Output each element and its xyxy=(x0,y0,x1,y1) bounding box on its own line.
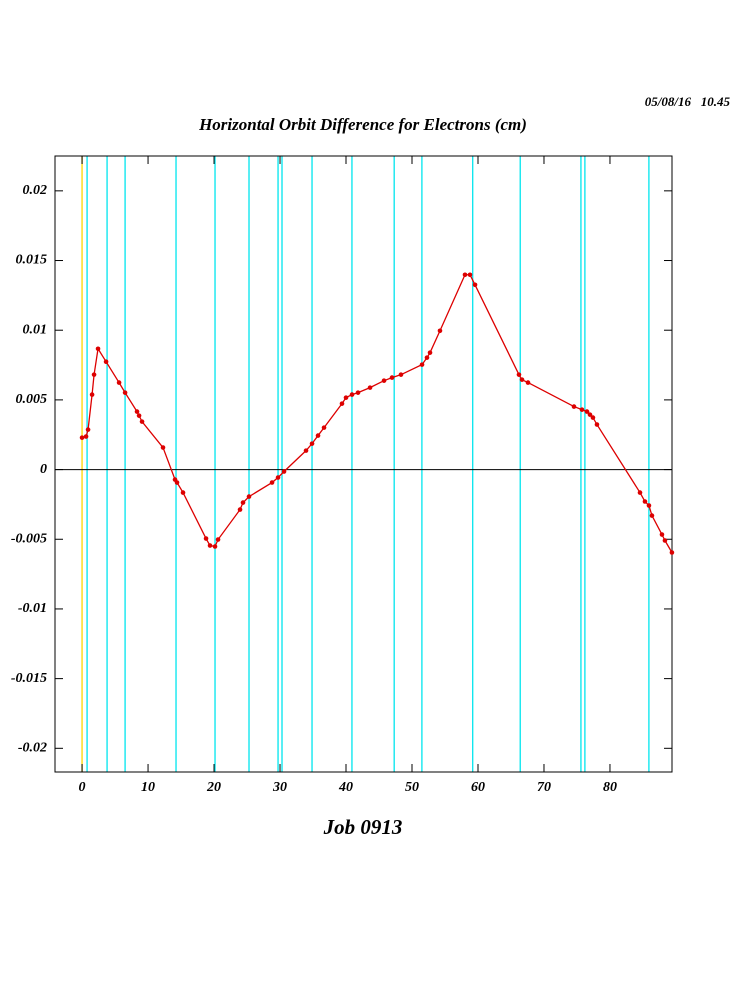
data-point xyxy=(594,422,600,427)
data-point xyxy=(472,282,478,288)
data-point xyxy=(669,550,675,555)
y-tick-label: -0.01 xyxy=(18,601,47,616)
data-point xyxy=(309,441,315,446)
data-point xyxy=(207,543,213,548)
data-point xyxy=(160,445,166,450)
data-point xyxy=(79,435,85,440)
data-point xyxy=(275,475,281,480)
data-point xyxy=(642,499,648,504)
y-tick-label: 0 xyxy=(40,462,47,477)
data-point xyxy=(381,378,387,383)
x-tick-label: 70 xyxy=(537,780,551,795)
data-point xyxy=(646,503,652,508)
data-point xyxy=(139,419,145,424)
data-point xyxy=(398,372,404,377)
x-tick-label: 10 xyxy=(141,780,155,795)
data-point xyxy=(525,380,531,385)
y-tick-label: 0.005 xyxy=(16,392,48,407)
data-point xyxy=(462,272,468,278)
plot-frame xyxy=(54,155,673,773)
data-point xyxy=(339,401,345,406)
x-tick-label: 0 xyxy=(79,780,86,795)
data-point xyxy=(203,536,209,541)
data-point xyxy=(321,425,327,430)
data-point xyxy=(649,513,655,518)
data-point xyxy=(269,480,275,485)
data-point xyxy=(659,532,665,537)
chart-title: Horizontal Orbit Difference for Electron… xyxy=(198,115,527,134)
data-point xyxy=(571,404,577,409)
data-point xyxy=(343,395,349,400)
data-point xyxy=(579,407,585,412)
data-point xyxy=(419,362,425,367)
x-tick-label: 20 xyxy=(206,780,221,795)
data-point xyxy=(240,500,246,505)
data-point xyxy=(424,355,430,360)
data-point xyxy=(83,434,89,439)
data-point xyxy=(246,494,252,499)
y-tick-label: 0.015 xyxy=(16,253,48,268)
x-tick-label: 30 xyxy=(272,780,287,795)
data-point xyxy=(467,272,473,278)
data-point xyxy=(590,415,596,420)
x-axis-label: Job 0913 xyxy=(323,815,403,839)
data-point xyxy=(95,346,101,352)
data-point xyxy=(103,359,109,365)
data-point xyxy=(215,537,221,542)
y-tick-label: 0.01 xyxy=(23,322,48,337)
x-tick-label: 60 xyxy=(471,780,485,795)
data-point xyxy=(355,390,361,395)
data-point xyxy=(91,372,97,377)
data-point xyxy=(89,392,95,397)
y-tick-label: -0.015 xyxy=(11,671,47,686)
data-point xyxy=(427,350,433,355)
data-point xyxy=(122,390,128,395)
data-point xyxy=(180,490,186,495)
y-tick-label: -0.02 xyxy=(18,741,47,756)
data-point xyxy=(174,480,180,485)
data-point xyxy=(662,538,668,543)
data-point xyxy=(281,469,287,474)
y-tick-label: 0.02 xyxy=(23,183,48,198)
data-point xyxy=(584,409,590,414)
data-point xyxy=(315,433,321,438)
data-point xyxy=(116,380,122,385)
y-tick-label: -0.005 xyxy=(11,531,47,546)
data-point xyxy=(587,412,593,417)
data-point xyxy=(134,409,140,414)
data-point xyxy=(437,328,443,334)
data-point xyxy=(519,377,525,382)
data-point xyxy=(637,490,643,495)
data-point xyxy=(303,448,309,453)
x-tick-label: 80 xyxy=(603,780,617,795)
data-point xyxy=(349,392,355,397)
data-point xyxy=(367,385,373,390)
data-point xyxy=(389,375,395,380)
data-point xyxy=(85,427,91,432)
data-point xyxy=(516,372,522,377)
data-point xyxy=(237,507,243,512)
timestamp: 05/08/16 10.45 xyxy=(645,94,731,109)
x-tick-label: 50 xyxy=(405,780,419,795)
data-point xyxy=(212,544,218,549)
x-tick-label: 40 xyxy=(338,780,353,795)
data-point xyxy=(136,413,142,418)
